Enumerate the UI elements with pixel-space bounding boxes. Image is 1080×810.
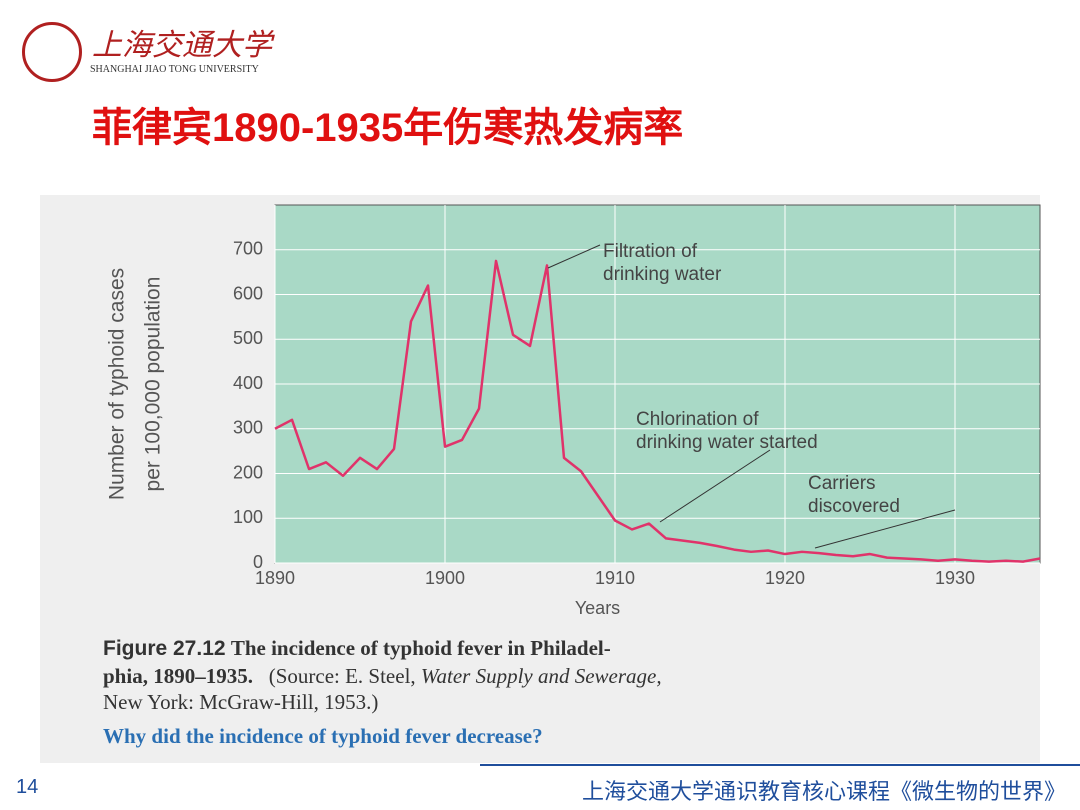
annotation-text: Carriers bbox=[808, 473, 876, 494]
y-tick-label: 200 bbox=[233, 462, 263, 482]
y-axis-label: Number of typhoid cases bbox=[106, 268, 129, 500]
x-tick-label: 1910 bbox=[595, 568, 635, 588]
caption-text: (Source: E. Steel, bbox=[268, 664, 416, 688]
footer-rule bbox=[480, 764, 1080, 766]
logo bbox=[22, 22, 82, 82]
y-tick-label: 700 bbox=[233, 239, 263, 259]
university-cn: 上海交通大学 bbox=[92, 28, 272, 63]
x-tick-label: 1900 bbox=[425, 568, 465, 588]
annotation-text: drinking water bbox=[603, 264, 722, 285]
annotation-text: drinking water started bbox=[636, 432, 818, 453]
y-tick-label: 0 bbox=[253, 552, 263, 572]
annotation-text: discovered bbox=[808, 496, 900, 517]
y-tick-label: 100 bbox=[233, 507, 263, 527]
caption-text: The incidence of typhoid fever in Philad… bbox=[230, 636, 611, 660]
annotation-leader bbox=[814, 509, 956, 549]
x-tick-label: 1930 bbox=[935, 568, 975, 588]
y-tick-label: 600 bbox=[233, 283, 263, 303]
caption-text: New York: McGraw-Hill, 1953.) bbox=[103, 690, 379, 714]
x-axis-label: Years bbox=[575, 598, 620, 618]
caption-text: Water Supply and Sewerage, bbox=[420, 664, 662, 688]
annotation-leader bbox=[547, 244, 601, 269]
university-en: SHANGHAI JIAO TONG UNIVERSITY bbox=[90, 64, 259, 75]
caption-text: phia, 1890–1935. bbox=[103, 664, 253, 688]
caption-question: Why did the incidence of typhoid fever d… bbox=[103, 724, 543, 748]
annotation-text: Chlorination of bbox=[636, 409, 759, 430]
y-tick-label: 500 bbox=[233, 328, 263, 348]
caption-line: Figure 27.12 The incidence of typhoid fe… bbox=[103, 636, 611, 661]
y-axis-label: per 100,000 population bbox=[142, 277, 165, 492]
x-tick-label: 1920 bbox=[765, 568, 805, 588]
page-number: 14 bbox=[16, 776, 39, 798]
course-name: 上海交通大学通识教育核心课程《微生物的世界》 bbox=[581, 779, 1066, 804]
x-tick-label: 1890 bbox=[255, 568, 295, 588]
caption-label: Figure 27.12 bbox=[103, 637, 226, 660]
caption-line: phia, 1890–1935. (Source: E. Steel, Wate… bbox=[103, 664, 662, 689]
annotation-leader bbox=[659, 449, 771, 523]
y-tick-label: 300 bbox=[233, 418, 263, 438]
slide-title: 菲律宾1890-1935年伤寒热发病率 bbox=[92, 106, 684, 150]
y-tick-label: 400 bbox=[233, 373, 263, 393]
data-line bbox=[274, 259, 1041, 563]
annotation-text: Filtration of bbox=[603, 241, 698, 262]
